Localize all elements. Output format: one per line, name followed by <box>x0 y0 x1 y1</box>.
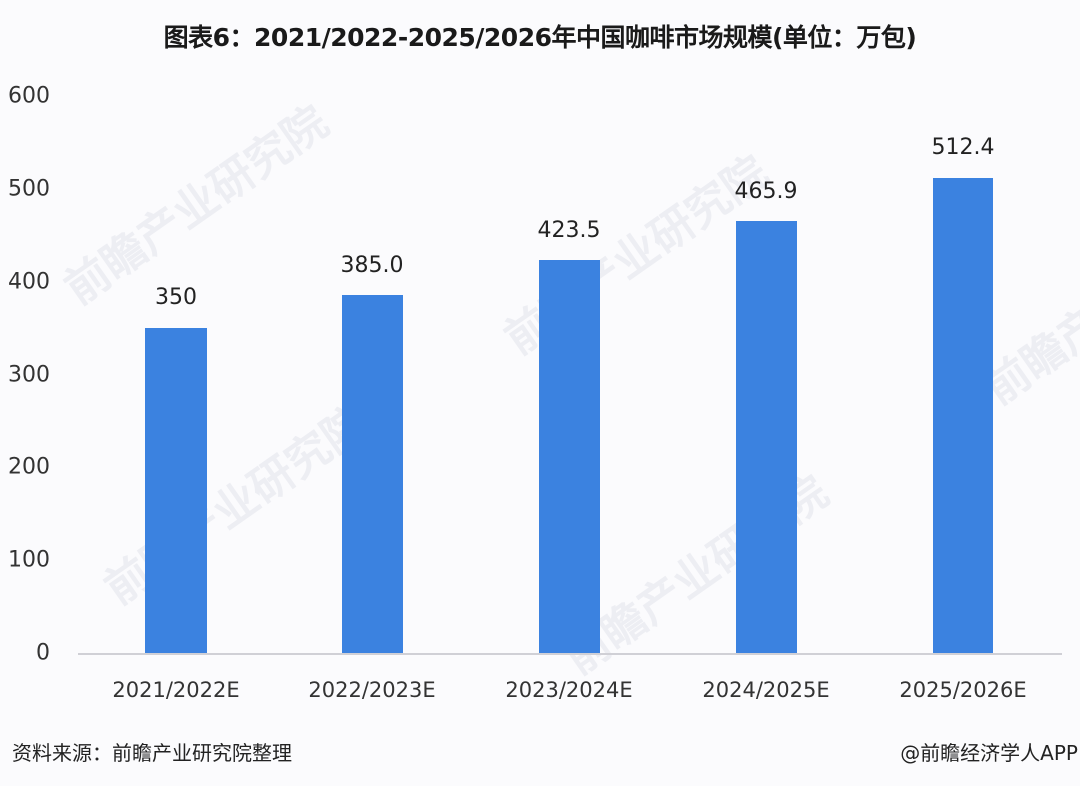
chart-title: 图表6：2021/2022-2025/2026年中国咖啡市场规模(单位：万包) <box>163 23 917 52</box>
value-label: 423.5 <box>537 218 601 243</box>
y-tick: 200 <box>8 454 50 480</box>
watermark: 前瞻产业研究院 <box>95 396 378 615</box>
value-label: 385.0 <box>340 253 404 278</box>
bar <box>539 260 600 653</box>
x-tick-label: 2021/2022E <box>112 678 240 702</box>
x-tick-label: 2024/2025E <box>702 678 830 702</box>
value-label: 512.4 <box>931 135 995 160</box>
bar <box>342 295 403 653</box>
x-tick-label: 2022/2023E <box>308 678 436 702</box>
x-axis-line <box>78 653 1062 655</box>
value-label: 465.9 <box>734 179 798 204</box>
y-tick: 500 <box>8 176 50 202</box>
bar <box>145 328 207 653</box>
y-tick: 600 <box>8 83 50 109</box>
watermark: 前瞻产业研究院 <box>55 96 338 315</box>
x-tick-label: 2023/2024E <box>505 678 633 702</box>
y-tick: 300 <box>8 362 50 388</box>
y-tick: 0 <box>36 640 50 666</box>
value-label: 350 <box>155 285 197 310</box>
bar <box>933 178 993 653</box>
bar <box>736 221 797 653</box>
y-tick: 400 <box>8 269 50 295</box>
source-note: 资料来源：前瞻产业研究院整理 <box>12 741 292 765</box>
x-tick-label: 2025/2026E <box>899 678 1027 702</box>
credit-note: @前瞻经济学人APP <box>900 741 1078 765</box>
y-tick: 100 <box>8 547 50 573</box>
